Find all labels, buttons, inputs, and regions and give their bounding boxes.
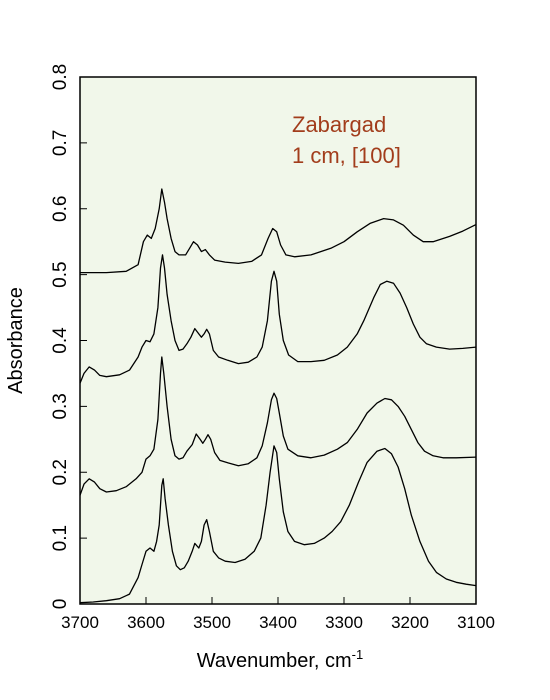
spectrum-line-3 [79,356,477,496]
sample-annotation: Zabargad 1 cm, [100] [292,112,401,168]
x-tick-label: 3300 [325,613,363,632]
x-tick-label: 3600 [127,613,165,632]
annotation-line-2: 1 cm, [100] [292,143,401,168]
y-tick-label: 0.7 [50,130,71,156]
y-axis: 0 0.1 0.2 0.3 0.4 0.5 0.6 0.7 0.8 [50,64,87,610]
x-axis-label: Wavenumber, cm-1 [197,647,363,672]
y-tick-label: 0.2 [50,459,71,485]
spectrum-line-1 [80,188,477,274]
y-tick-label: 0.4 [50,327,71,354]
y-tick-label: 0.8 [50,64,71,90]
y-tick-label: 0 [50,599,71,610]
spectrum-line-4 [79,445,477,604]
x-tick-label: 3500 [193,613,231,632]
plot-area [80,77,476,604]
x-axis-label-superscript: -1 [352,647,364,662]
x-tick-label: 3100 [457,613,495,632]
y-tick-label: 0.1 [50,525,71,551]
y-tick-label: 0.5 [50,261,71,287]
y-tick-label: 0.3 [50,393,71,419]
x-axis: 3700 3600 3500 3400 3300 3200 3100 [61,597,495,632]
annotation-line-1: Zabargad [292,112,386,137]
y-tick-label: 0.6 [50,196,71,222]
x-tick-label: 3700 [61,613,99,632]
x-tick-label: 3200 [391,613,429,632]
y-axis-label: Absorbance [5,287,27,394]
spectrum-line-2 [79,254,477,384]
x-tick-label: 3400 [259,613,297,632]
series-layer [79,188,477,604]
